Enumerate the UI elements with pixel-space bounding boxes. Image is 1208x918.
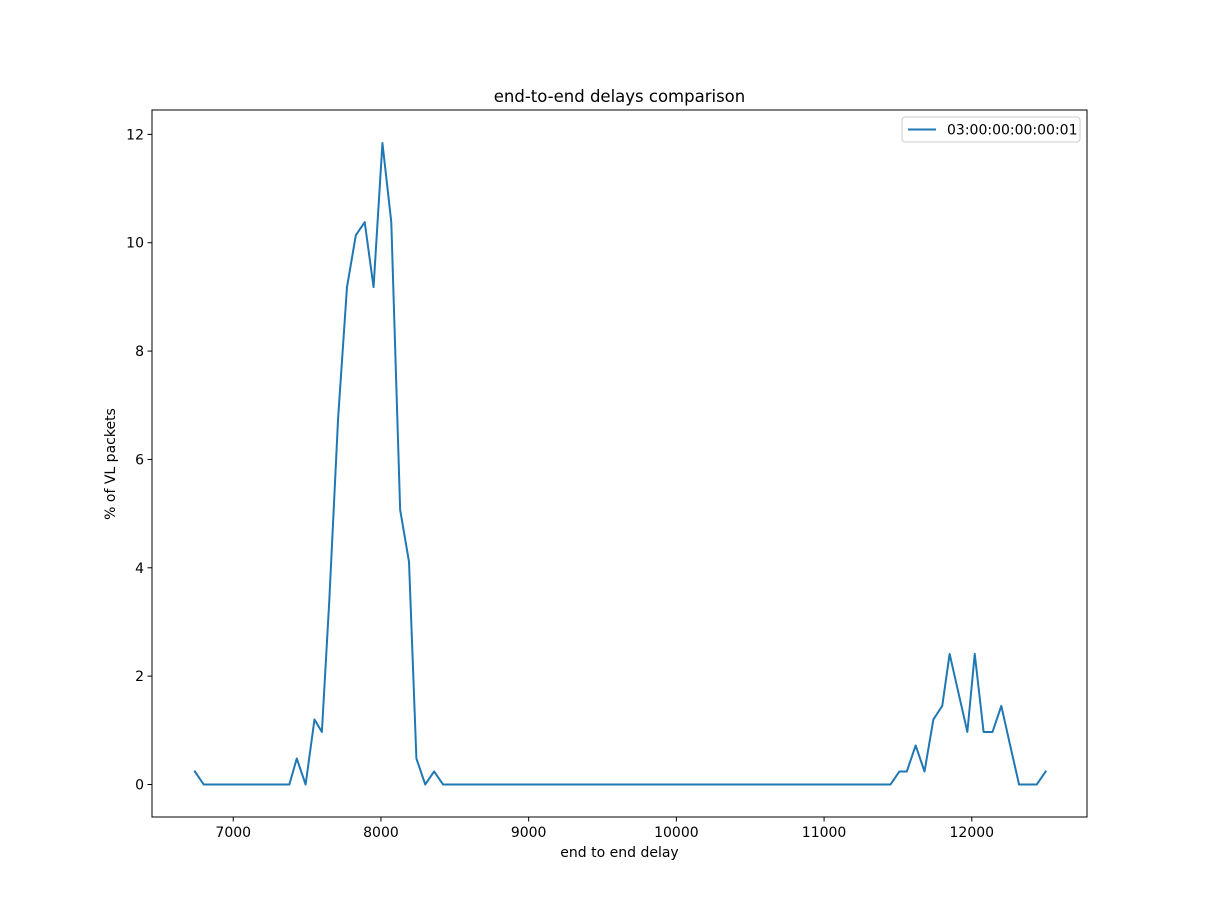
y-tick-label: 12 — [126, 127, 144, 143]
legend-box — [901, 116, 1081, 143]
plot-frame — [151, 109, 1088, 818]
legend: 03:00:00:00:00:01 — [901, 116, 1081, 143]
y-tick-label: 10 — [126, 236, 144, 252]
y-tick-label: 6 — [135, 452, 144, 468]
y-axis: 0 2 4 6 8 10 12 — [126, 127, 152, 793]
y-tick-label: 0 — [135, 777, 144, 793]
x-tick-label: 11000 — [802, 825, 847, 841]
y-tick-label: 8 — [135, 344, 144, 360]
x-tick-label: 8000 — [363, 825, 399, 841]
chart-title: end-to-end delays comparison — [494, 87, 745, 106]
series-group — [193, 142, 1048, 786]
y-axis-label: % of VL packets — [103, 408, 119, 520]
x-tick-label: 10000 — [654, 825, 699, 841]
y-tick-label: 4 — [135, 561, 144, 577]
plot-area: 7000 8000 9000 10000 11000 12000 0 2 4 6 8 10 12 — [126, 109, 1088, 841]
y-tick-label: 2 — [135, 669, 144, 685]
legend-label: 03:00:00:00:00:01 — [947, 123, 1077, 139]
series-line-0 — [193, 142, 1048, 786]
x-tick-label: 9000 — [511, 825, 547, 841]
x-tick-label: 12000 — [950, 825, 995, 841]
x-axis-label: end to end delay — [560, 845, 678, 861]
x-axis: 7000 8000 9000 10000 11000 12000 — [215, 817, 994, 841]
x-tick-label: 7000 — [215, 825, 251, 841]
